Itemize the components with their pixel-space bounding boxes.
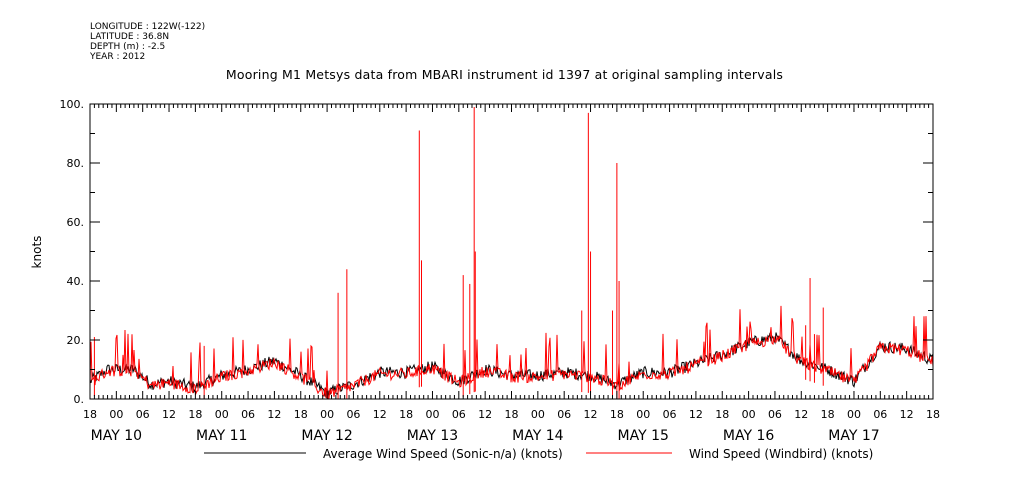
y-tick-label: 60.: [67, 216, 85, 229]
x-tick-label: 06: [346, 408, 360, 421]
x-tick-label: 12: [794, 408, 808, 421]
x-day-label: MAY 15: [618, 428, 669, 444]
x-tick-label: 12: [373, 408, 387, 421]
x-tick-label: 06: [452, 408, 466, 421]
x-tick-label: 06: [663, 408, 677, 421]
x-day-label: MAY 14: [512, 428, 563, 444]
x-tick-label: 00: [215, 408, 229, 421]
x-tick-label: 00: [636, 408, 650, 421]
x-tick-label: 12: [267, 408, 281, 421]
metadata-year: YEAR : 2012: [90, 52, 146, 62]
x-tick-label: 12: [584, 408, 598, 421]
series-layer: [89, 106, 934, 399]
x-tick-label: 18: [83, 408, 97, 421]
y-tick-label: 0.: [74, 393, 85, 406]
y-tick-label: 80.: [67, 157, 85, 170]
metadata-block: LONGITUDE : 122W(-122) LATITUDE : 36.8N …: [90, 22, 205, 62]
x-tick-label: 12: [162, 408, 176, 421]
x-day-label: MAY 16: [723, 428, 774, 444]
x-day-label: MAY 13: [407, 428, 458, 444]
x-tick-label: 12: [900, 408, 914, 421]
x-tick-label: 18: [188, 408, 202, 421]
axes-layer: 0. 20. 40. 60. 80. 100. 18 00 06 12 18 00 06 12 18 00 06…: [60, 98, 941, 444]
x-tick-label: 00: [847, 408, 861, 421]
metadata-latitude: LATITUDE : 36.8N: [90, 32, 170, 42]
x-tick-label: 00: [320, 408, 334, 421]
x-tick-label: 06: [768, 408, 782, 421]
x-tick-label: 00: [109, 408, 123, 421]
legend-label-windbird: Wind Speed (Windbird) (knots): [689, 447, 873, 461]
series-line-average: [89, 332, 934, 399]
x-day-label: MAY 10: [91, 428, 142, 444]
metadata-longitude: LONGITUDE : 122W(-122): [90, 22, 206, 32]
legend-label-average: Average Wind Speed (Sonic-n/a) (knots): [323, 447, 563, 461]
x-tick-label: 00: [742, 408, 756, 421]
x-tick-label: 12: [478, 408, 492, 421]
x-tick-label: 06: [136, 408, 150, 421]
x-tick-label: 00: [531, 408, 545, 421]
x-day-label: MAY 11: [196, 428, 247, 444]
x-tick-label: 18: [821, 408, 835, 421]
x-tick-label: 06: [557, 408, 571, 421]
x-tick-label: 18: [505, 408, 519, 421]
x-day-label: MAY 12: [301, 428, 352, 444]
legend: Average Wind Speed (Sonic-n/a) (knots) W…: [204, 447, 873, 461]
x-tick-label: 18: [399, 408, 413, 421]
x-tick-label: 06: [241, 408, 255, 421]
y-tick-label: 40.: [67, 275, 85, 288]
x-tick-label: 18: [715, 408, 729, 421]
y-tick-label: 100.: [60, 98, 85, 111]
y-axis-label: knots: [30, 236, 44, 269]
x-tick-label: 00: [425, 408, 439, 421]
series-line-windbird: [89, 305, 934, 399]
x-tick-label: 18: [926, 408, 940, 421]
x-tick-label: 12: [689, 408, 703, 421]
x-tick-label: 18: [610, 408, 624, 421]
x-day-label: MAY 17: [828, 428, 879, 444]
y-tick-label: 20.: [67, 334, 85, 347]
x-tick-label: 06: [873, 408, 887, 421]
plot-frame: [89, 103, 934, 400]
x-tick-label: 18: [294, 408, 308, 421]
metadata-depth: DEPTH (m) : -2.5: [90, 42, 166, 52]
chart-title: Mooring M1 Metsys data from MBARI instru…: [225, 67, 784, 82]
